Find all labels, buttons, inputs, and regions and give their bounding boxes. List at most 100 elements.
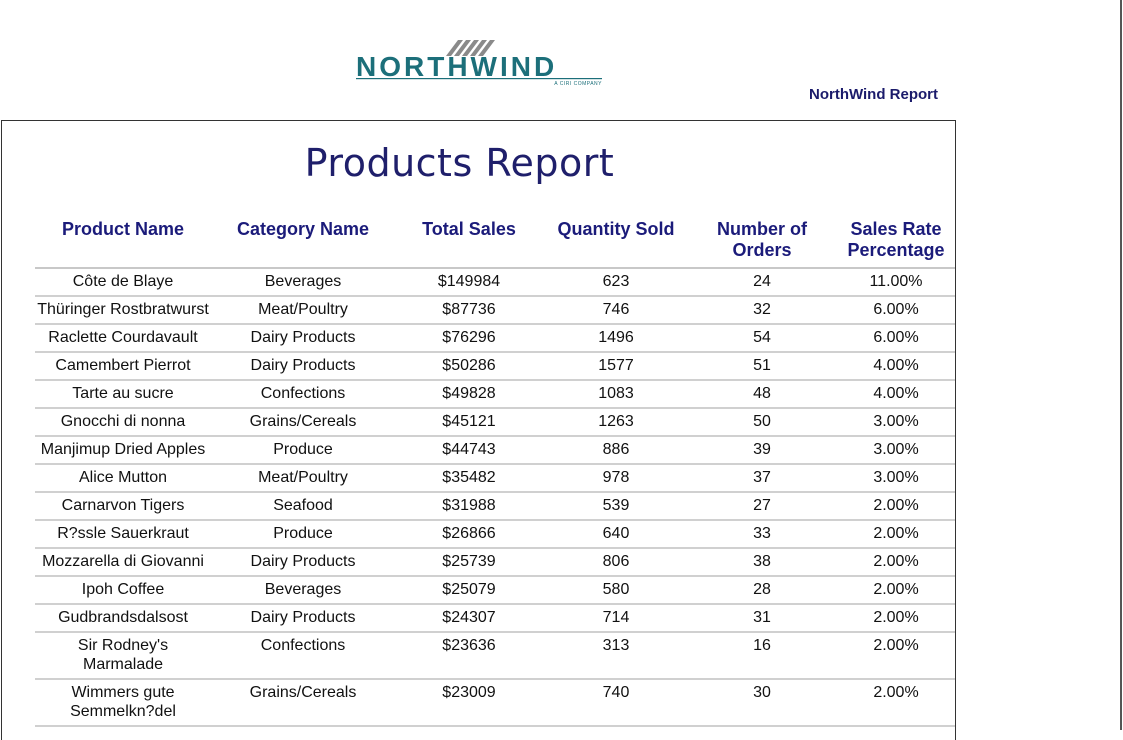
- total-sales-cell: $50286: [395, 352, 543, 381]
- category-name-cell: Beverages: [211, 268, 395, 297]
- number-of-orders-cell: 24: [689, 268, 835, 297]
- table-row: Wimmers gute Semmelkn?del Grains/Cereals $…: [35, 679, 955, 727]
- category-name-cell: Beverages: [211, 576, 395, 605]
- sales-rate-cell: 2.00%: [835, 492, 955, 521]
- total-sales-cell: $23636: [395, 632, 543, 680]
- total-sales-cell: $87736: [395, 296, 543, 325]
- quantity-sold-cell: 623: [543, 268, 689, 297]
- product-name-cell: Ipoh Coffee: [35, 576, 211, 605]
- category-name-cell: Produce: [211, 436, 395, 465]
- sales-rate-cell: 2.00%: [835, 520, 955, 549]
- product-name-cell: Sir Rodney's Marmalade: [35, 632, 211, 680]
- product-name-cell: Alice Mutton: [35, 464, 211, 493]
- sales-rate-cell: 3.00%: [835, 408, 955, 437]
- sales-rate-cell: 11.00%: [835, 268, 955, 297]
- total-sales-cell: $76296: [395, 324, 543, 353]
- quantity-sold-cell: 640: [543, 520, 689, 549]
- table-row: Thüringer Rostbratwurst Meat/Poultry $8773…: [35, 296, 955, 325]
- total-sales-cell: $31988: [395, 492, 543, 521]
- product-name-cell: R?ssle Sauerkraut: [35, 520, 211, 549]
- total-sales-cell: $26866: [395, 520, 543, 549]
- quantity-sold-cell: 740: [543, 679, 689, 727]
- sales-rate-cell: 3.00%: [835, 464, 955, 493]
- table-row: Carnarvon Tigers Seafood $31988 539 27 2.00%: [35, 492, 955, 521]
- table-row: Alice Mutton Meat/Poultry $35482 978 37 3.00%: [35, 464, 955, 493]
- number-of-orders-cell: 28: [689, 576, 835, 605]
- number-of-orders-cell: 32: [689, 296, 835, 325]
- number-of-orders-cell: 51: [689, 352, 835, 381]
- logo-wordmark: NORTHWIND: [356, 51, 557, 82]
- report-header-tag: NorthWind Report: [809, 86, 939, 103]
- number-of-orders-cell: 16: [689, 632, 835, 680]
- total-sales-cell: $149984: [395, 268, 543, 297]
- product-name-cell: Thüringer Rostbratwurst: [35, 296, 211, 325]
- number-of-orders-cell: 48: [689, 380, 835, 409]
- product-name-cell: Gnocchi di nonna: [35, 408, 211, 437]
- table-row: R?ssle Sauerkraut Produce $26866 640 33 2.00%: [35, 520, 955, 549]
- category-name-cell: Dairy Products: [211, 324, 395, 353]
- number-of-orders-cell: 31: [689, 604, 835, 633]
- category-name-cell: Produce: [211, 520, 395, 549]
- product-name-cell: Manjimup Dried Apples: [35, 436, 211, 465]
- column-header-quantity-sold: Quantity Sold: [543, 213, 689, 269]
- quantity-sold-cell: 539: [543, 492, 689, 521]
- sales-rate-cell: 2.00%: [835, 632, 955, 680]
- sales-rate-cell: 3.00%: [835, 436, 955, 465]
- category-name-cell: Dairy Products: [211, 604, 395, 633]
- category-name-cell: Confections: [211, 632, 395, 680]
- table-row: Camembert Pierrot Dairy Products $50286 157…: [35, 352, 955, 381]
- column-header-total-sales: Total Sales: [395, 213, 543, 269]
- table-row: Gnocchi di nonna Grains/Cereals $45121 1263…: [35, 408, 955, 437]
- product-name-cell: Carnarvon Tigers: [35, 492, 211, 521]
- column-header-category-name: Category Name: [211, 213, 395, 269]
- quantity-sold-cell: 313: [543, 632, 689, 680]
- table-header-row: Product Name Category Name Total Sales Q…: [35, 213, 955, 269]
- total-sales-cell: $23009: [395, 679, 543, 727]
- quantity-sold-cell: 806: [543, 548, 689, 577]
- northwind-logo: NORTHWIND A CIRI COMPANY: [356, 38, 606, 86]
- quantity-sold-cell: 1263: [543, 408, 689, 437]
- report-title: Products Report: [304, 141, 615, 185]
- product-name-cell: Côte de Blaye: [35, 268, 211, 297]
- number-of-orders-cell: 54: [689, 324, 835, 353]
- column-header-product-name: Product Name: [35, 213, 211, 269]
- column-header-sales-rate-percentage: Sales Rate Percentage: [835, 213, 955, 269]
- total-sales-cell: $25739: [395, 548, 543, 577]
- page-edge-divider: [1120, 0, 1122, 730]
- quantity-sold-cell: 978: [543, 464, 689, 493]
- number-of-orders-cell: 38: [689, 548, 835, 577]
- category-name-cell: Grains/Cereals: [211, 408, 395, 437]
- total-sales-cell: $25079: [395, 576, 543, 605]
- sales-rate-cell: 2.00%: [835, 576, 955, 605]
- logo-tagline: A CIRI COMPANY: [554, 81, 602, 86]
- total-sales-cell: $45121: [395, 408, 543, 437]
- total-sales-cell: $24307: [395, 604, 543, 633]
- category-name-cell: Dairy Products: [211, 548, 395, 577]
- category-name-cell: Seafood: [211, 492, 395, 521]
- products-table: Product Name Category Name Total Sales Q…: [35, 213, 955, 727]
- table-row: Mozzarella di Giovanni Dairy Products $257…: [35, 548, 955, 577]
- quantity-sold-cell: 1496: [543, 324, 689, 353]
- sales-rate-cell: 2.00%: [835, 548, 955, 577]
- total-sales-cell: $49828: [395, 380, 543, 409]
- table-row: Raclette Courdavault Dairy Products $76296…: [35, 324, 955, 353]
- number-of-orders-cell: 50: [689, 408, 835, 437]
- product-name-cell: Wimmers gute Semmelkn?del: [35, 679, 211, 727]
- number-of-orders-cell: 30: [689, 679, 835, 727]
- table-row: Côte de Blaye Beverages $149984 623 24 11.00%: [35, 268, 955, 297]
- table-row: Gudbrandsdalsost Dairy Products $24307 714 3…: [35, 604, 955, 633]
- category-name-cell: Meat/Poultry: [211, 296, 395, 325]
- sales-rate-cell: 6.00%: [835, 324, 955, 353]
- table-row: Ipoh Coffee Beverages $25079 580 28 2.00%: [35, 576, 955, 605]
- quantity-sold-cell: 886: [543, 436, 689, 465]
- product-name-cell: Camembert Pierrot: [35, 352, 211, 381]
- category-name-cell: Dairy Products: [211, 352, 395, 381]
- table-row: Manjimup Dried Apples Produce $44743 886 39 3…: [35, 436, 955, 465]
- sales-rate-cell: 4.00%: [835, 380, 955, 409]
- report-frame: Products Report Product Name Category Na…: [1, 120, 956, 740]
- sales-rate-cell: 2.00%: [835, 604, 955, 633]
- number-of-orders-cell: 37: [689, 464, 835, 493]
- category-name-cell: Grains/Cereals: [211, 679, 395, 727]
- number-of-orders-cell: 33: [689, 520, 835, 549]
- table-row: Tarte au sucre Confections $49828 1083 48 4.0…: [35, 380, 955, 409]
